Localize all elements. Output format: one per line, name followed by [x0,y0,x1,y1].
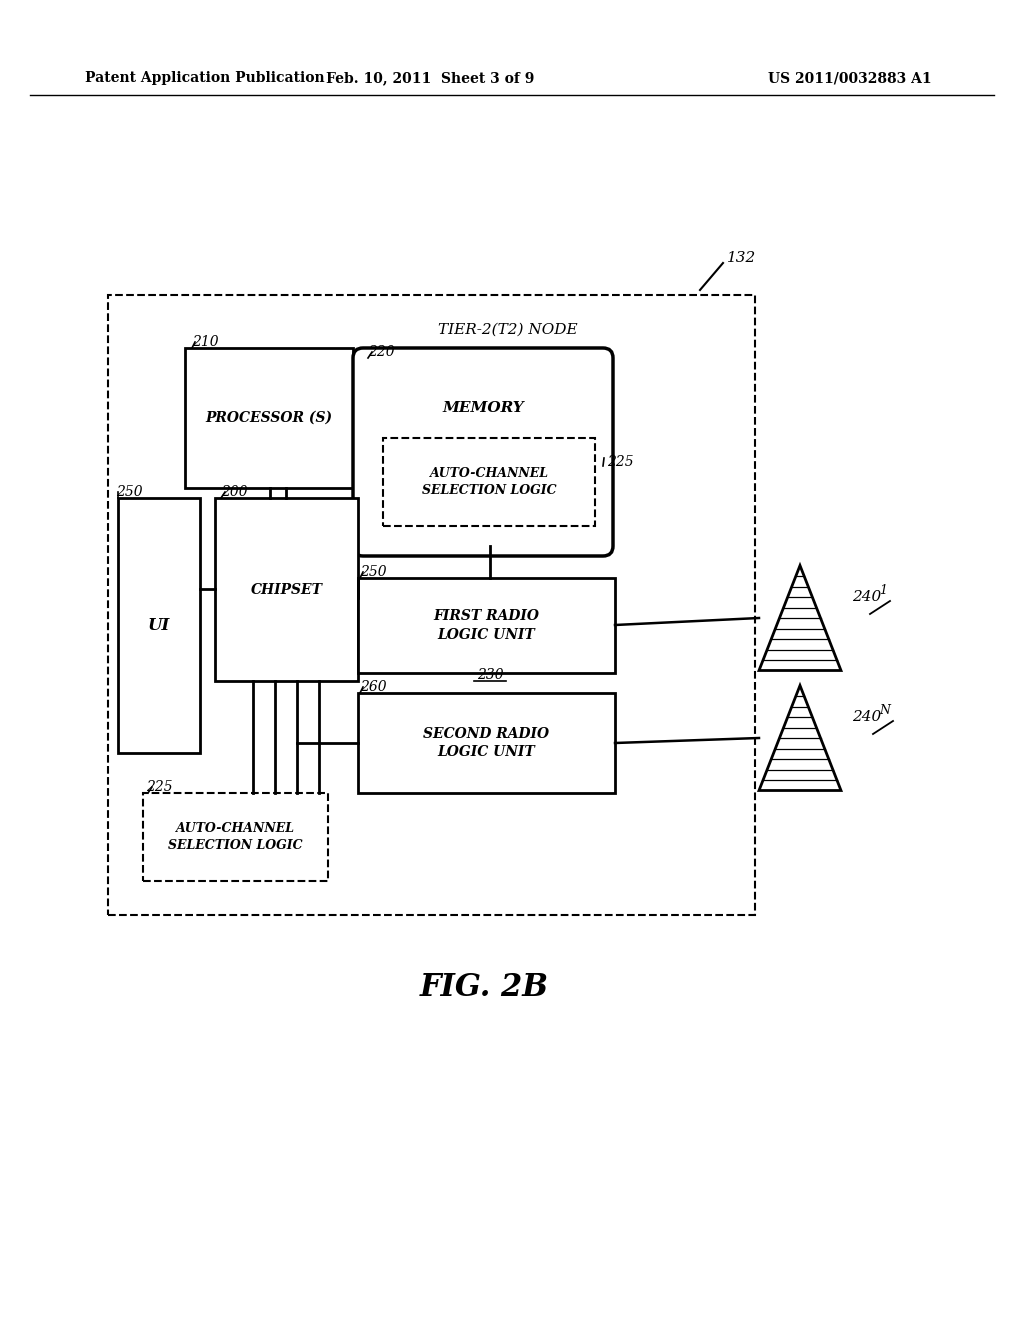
Text: 225: 225 [607,455,634,469]
Text: 210: 210 [193,335,219,348]
Text: PROCESSOR (S): PROCESSOR (S) [206,411,333,425]
Text: AUTO-CHANNEL
SELECTION LOGIC: AUTO-CHANNEL SELECTION LOGIC [168,822,303,851]
Text: FIG. 2B: FIG. 2B [420,973,549,1003]
Text: UI: UI [147,616,170,634]
Text: CHIPSET: CHIPSET [251,582,323,597]
Bar [185,348,353,488]
Polygon shape [759,565,841,671]
Text: N: N [879,705,890,718]
Text: 1: 1 [879,585,887,598]
Text: 250: 250 [116,484,142,499]
Text: 250: 250 [360,565,387,579]
Polygon shape [759,685,841,791]
Text: 225: 225 [146,780,173,795]
Text: US 2011/0032883 A1: US 2011/0032883 A1 [768,71,932,84]
Bar [358,693,615,793]
Text: 220: 220 [368,345,394,359]
Bar [358,578,615,673]
Text: 240: 240 [852,590,882,605]
Bar [108,294,755,915]
Text: 132: 132 [727,251,757,265]
Text: 230: 230 [477,668,504,682]
Text: 200: 200 [221,484,248,499]
Text: TIER-2(T2) NODE: TIER-2(T2) NODE [438,323,578,337]
Text: AUTO-CHANNEL
SELECTION LOGIC: AUTO-CHANNEL SELECTION LOGIC [422,467,556,498]
FancyBboxPatch shape [353,348,613,556]
Bar [215,498,358,681]
Text: 260: 260 [360,680,387,694]
Text: Patent Application Publication: Patent Application Publication [85,71,325,84]
Text: FIRST RADIO
LOGIC UNIT: FIRST RADIO LOGIC UNIT [433,610,540,642]
Text: Feb. 10, 2011  Sheet 3 of 9: Feb. 10, 2011 Sheet 3 of 9 [326,71,535,84]
Bar [143,793,328,880]
Text: SECOND RADIO
LOGIC UNIT: SECOND RADIO LOGIC UNIT [424,727,550,759]
Text: 240: 240 [852,710,882,723]
Bar [118,498,200,752]
Text: MEMORY: MEMORY [442,401,524,414]
Bar [383,438,595,525]
